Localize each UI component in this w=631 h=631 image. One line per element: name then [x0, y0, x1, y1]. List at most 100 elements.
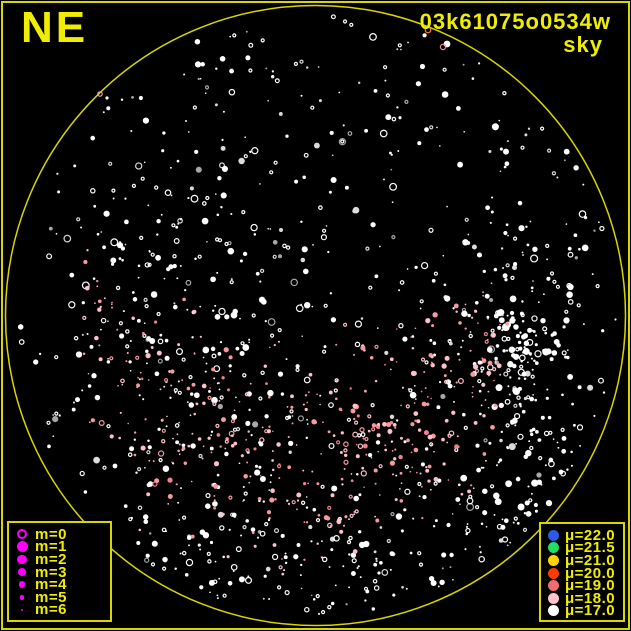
star — [305, 496, 308, 498]
star — [341, 483, 344, 486]
star — [374, 274, 379, 279]
star — [573, 165, 579, 171]
star — [508, 346, 516, 353]
star — [106, 106, 111, 111]
star — [475, 443, 480, 448]
star — [151, 540, 158, 547]
star — [434, 519, 438, 523]
star — [488, 149, 492, 154]
star — [374, 482, 377, 485]
star — [447, 433, 452, 438]
star — [371, 423, 377, 428]
star — [118, 257, 122, 260]
star — [432, 341, 437, 346]
star — [207, 436, 211, 440]
star — [473, 309, 478, 313]
star — [131, 316, 135, 321]
star — [444, 379, 449, 384]
star — [304, 606, 310, 613]
star — [548, 430, 553, 435]
star — [522, 351, 525, 354]
star — [222, 555, 225, 559]
star — [165, 425, 168, 428]
star — [282, 243, 287, 249]
star — [248, 408, 251, 412]
star — [111, 303, 113, 306]
star — [269, 481, 272, 484]
star — [481, 382, 486, 387]
star — [266, 510, 272, 515]
star — [479, 361, 483, 365]
star — [183, 73, 186, 76]
star — [422, 33, 427, 38]
star — [278, 565, 283, 570]
star — [495, 384, 503, 392]
star — [329, 524, 333, 528]
star — [256, 536, 260, 539]
star — [359, 576, 362, 579]
star — [465, 527, 471, 534]
star — [250, 527, 256, 532]
star — [503, 230, 508, 236]
star — [524, 133, 528, 137]
star — [116, 328, 119, 331]
star — [270, 333, 275, 338]
ring-marker-icon — [17, 529, 27, 540]
star — [137, 377, 139, 379]
star — [504, 398, 511, 405]
star — [390, 511, 395, 517]
legend-swatch — [541, 605, 565, 617]
dot-marker-icon — [547, 592, 559, 604]
star — [302, 403, 305, 406]
star — [498, 119, 501, 122]
star — [342, 124, 345, 127]
star — [490, 332, 496, 338]
star — [264, 414, 269, 419]
star — [379, 560, 383, 565]
star — [205, 362, 208, 365]
star — [363, 389, 367, 393]
star — [489, 221, 492, 224]
star — [274, 528, 280, 534]
star — [349, 513, 354, 519]
star — [195, 402, 199, 406]
star — [165, 530, 168, 533]
star — [343, 453, 348, 458]
star — [283, 569, 286, 572]
star — [525, 511, 532, 517]
star — [601, 329, 605, 333]
star — [429, 338, 433, 342]
star — [94, 302, 96, 305]
star — [183, 461, 188, 466]
star — [131, 96, 134, 99]
star — [340, 431, 344, 435]
star — [188, 375, 193, 380]
star — [350, 408, 356, 414]
star — [411, 466, 414, 469]
star — [519, 311, 524, 316]
star — [394, 448, 397, 451]
star — [564, 309, 569, 314]
star — [139, 235, 144, 240]
star — [493, 403, 497, 408]
star — [528, 440, 531, 443]
star — [399, 280, 405, 285]
star — [353, 513, 356, 516]
star — [185, 279, 192, 286]
legend-label: μ=18.0 — [565, 589, 616, 607]
star — [73, 164, 77, 168]
star — [177, 380, 180, 383]
star — [360, 432, 366, 438]
star — [248, 68, 253, 73]
star — [84, 285, 90, 291]
star — [444, 418, 449, 423]
star — [205, 195, 210, 201]
star — [187, 197, 190, 200]
star — [368, 453, 373, 458]
star — [199, 77, 202, 80]
star — [174, 423, 180, 428]
star — [551, 350, 558, 356]
star — [398, 454, 403, 460]
star — [95, 279, 99, 283]
star — [312, 598, 316, 601]
